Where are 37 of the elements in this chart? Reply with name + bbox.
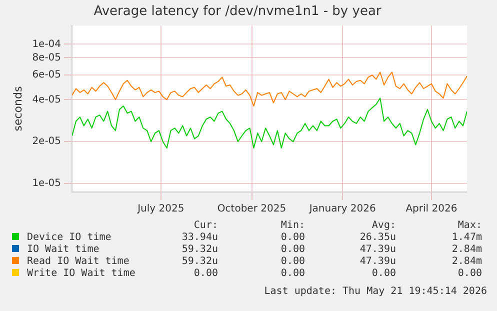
- legend-label: Device IO time: [26, 232, 112, 244]
- legend-label: IO Wait time: [26, 244, 100, 256]
- text: 0.00: [456, 268, 482, 280]
- text: 0.00: [280, 244, 305, 256]
- x-tick-label: July 2025: [136, 204, 184, 215]
- text: 0.00: [280, 256, 305, 268]
- text: 59.32u: [180, 256, 218, 268]
- y-axis-title: seconds: [11, 86, 24, 132]
- legend-label: Read IO Wait time: [26, 256, 130, 268]
- y-tick-label: 4e-05: [32, 94, 62, 106]
- text: Last update: Thu May 21 19:45:14 2026: [264, 286, 487, 297]
- y-tick-label: 6e-05: [32, 70, 62, 81]
- x-tick-label: October 2025: [217, 204, 286, 215]
- text: 59.32u: [180, 244, 218, 256]
- text: 2.84m: [450, 256, 482, 268]
- legend-label: Write IO Wait time: [26, 268, 136, 280]
- text: Max:: [456, 220, 482, 232]
- text: 2.84m: [450, 244, 482, 256]
- y-tick-label: 8e-05: [32, 52, 62, 64]
- text: 47.39u: [358, 256, 396, 268]
- text: Cur:: [192, 220, 218, 232]
- chart-title: Average latency for /dev/nvme1n1 - by year: [94, 4, 382, 20]
- x-tick-label: January 2026: [308, 204, 376, 215]
- text: 47.39u: [358, 244, 396, 256]
- y-tick-label: 1e-04: [32, 38, 62, 50]
- text: 26.35u: [358, 232, 396, 244]
- text: 1.47m: [450, 232, 482, 244]
- x-tick-label: April 2026: [406, 204, 458, 215]
- text: Avg:: [370, 220, 396, 232]
- text: 0.00: [280, 232, 305, 244]
- y-tick-label: 2e-05: [32, 136, 62, 148]
- text: 33.94u: [180, 232, 218, 244]
- text: 0.00: [370, 268, 396, 280]
- text: Min:: [280, 220, 305, 232]
- text: 0.00: [192, 268, 218, 280]
- text: 0.00: [280, 268, 305, 280]
- y-tick-label: 1e-05: [32, 178, 62, 190]
